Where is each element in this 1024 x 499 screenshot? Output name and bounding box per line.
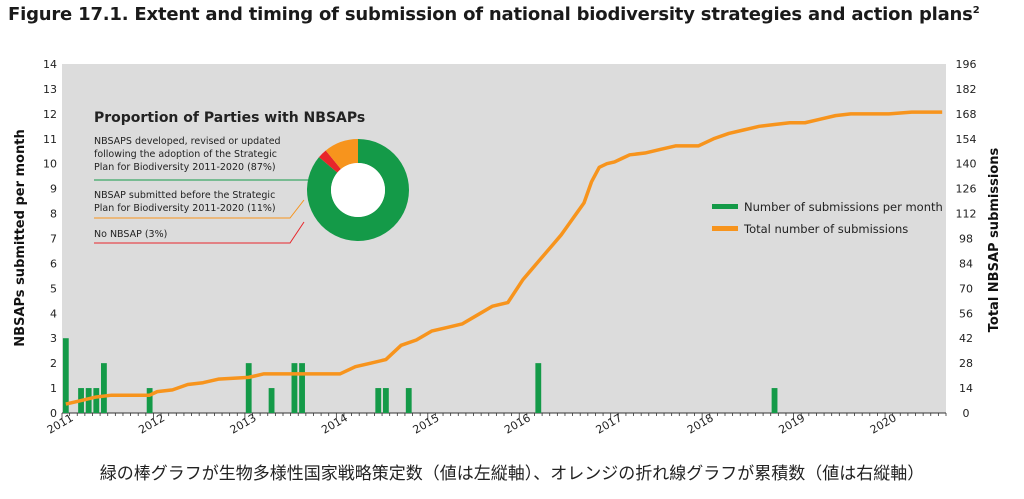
left-tick-label: 4 [50,307,57,320]
x-tick-label: 2016 [502,411,533,436]
legend-bar-swatch [712,204,738,209]
x-axis: 2011 2012 2013 2014 2015 2016 2017 2018 2019 2020 [45,411,947,437]
right-tick-label: 182 [956,83,977,96]
right-tick-label: 126 [956,183,977,196]
inset-label-line: Plan for Biodiversity 2011-2020 (11%) [94,203,276,214]
legend: Number of submissions per month Total nu… [712,200,943,236]
left-tick-label: 13 [43,83,57,96]
x-tick-label: 2014 [319,411,350,436]
right-axis: 0 14 28 42 56 70 84 98 112 126 140 154 168 182 196 [956,58,977,420]
submission-bar [62,338,69,413]
legend-bar-label: Number of submissions per month [744,200,943,214]
inset-pie-chart: Proportion of Parties with NBSAPs NBSAPS… [94,110,409,244]
inset-leader-line [94,199,305,219]
inset-label-1: NBSAPS developed, revised or updated foll… [94,136,281,173]
inset-label-line: NBSAP submitted before the Strategic [94,190,275,201]
submission-bar [535,363,542,413]
right-axis-label: Total NBSAP submissions [987,148,1002,333]
left-tick-label: 11 [43,133,57,146]
legend-line-swatch [712,226,738,231]
inset-leader-line [94,221,305,244]
submission-bar [101,363,107,413]
inset-label-line: NBSAPS developed, revised or updated [94,136,281,147]
x-tick-label: 2015 [411,411,442,436]
submission-bar [245,363,252,413]
inset-label-3: No NBSAP (3%) [94,229,167,240]
submission-bar [375,388,382,413]
figure-title-text: Figure 17.1. Extent and timing of submis… [8,4,973,25]
inset-label-line: following the adoption of the Strategic [94,149,277,160]
donut-slice [325,139,358,170]
right-tick-label: 28 [959,357,973,370]
donut-slice [307,139,409,242]
inset-labels: NBSAPS developed, revised or updated foll… [94,136,321,244]
right-tick-label: 140 [956,158,977,171]
left-tick-label: 10 [43,158,57,171]
left-tick-label: 1 [50,382,57,395]
inset-label-2: NBSAP submitted before the Strategic Plan… [94,190,276,214]
left-tick-label: 2 [50,357,57,370]
x-tick-label: 2018 [685,411,716,436]
total-submissions-line [65,110,943,406]
right-tick-label: 112 [956,208,977,221]
left-tick-label: 12 [43,108,57,121]
left-tick-label: 3 [50,332,57,345]
left-tick-label: 9 [50,183,57,196]
x-tick-label: 2020 [868,411,899,436]
left-tick-label: 8 [50,208,57,221]
donut-hole [331,163,385,217]
inset-label-line: Plan for Biodiversity 2011-2020 (87%) [94,162,276,173]
left-tick-label: 6 [50,257,57,270]
figure-title: Figure 17.1. Extent and timing of submis… [8,4,980,25]
x-tick-label: 2019 [776,411,807,436]
inset-title: Proportion of Parties with NBSAPs [94,110,365,126]
right-tick-label: 196 [956,58,977,71]
submission-bar [268,388,275,413]
submission-bar [405,388,412,413]
donut-chart [307,139,409,242]
right-tick-label: 42 [959,332,973,345]
x-tick-label: 2017 [594,411,625,436]
figure-title-superscript: 2 [972,5,980,16]
donut-slice [318,150,341,173]
right-tick-label: 168 [956,108,977,121]
left-tick-label: 14 [43,58,57,71]
left-tick-label: 7 [50,233,57,246]
right-tick-label: 154 [956,133,977,146]
left-tick-label: 0 [50,407,57,420]
submission-bar [291,363,298,413]
legend-line-label: Total number of submissions [743,222,908,236]
left-axis-label: NBSAPs submitted per month [13,129,28,346]
left-tick-label: 5 [50,282,57,295]
submission-bar [299,363,305,413]
right-tick-label: 98 [959,233,973,246]
right-tick-label: 56 [959,307,973,320]
submission-bar [146,388,153,413]
submission-bar [93,388,100,413]
x-tick-label: 2013 [228,411,259,436]
right-tick-label: 70 [959,282,973,295]
right-tick-label: 84 [959,257,973,270]
caption: 緑の棒グラフが生物多様性国家戦略策定数（値は左縦軸）、オレンジの折れ線グラフが累… [99,464,925,484]
inset-label-line: No NBSAP (3%) [94,229,167,240]
right-tick-label: 0 [963,407,970,420]
x-tick-label: 2012 [136,411,167,436]
right-tick-label: 14 [959,382,973,395]
submission-bar [771,388,778,413]
submission-bar [382,388,389,413]
